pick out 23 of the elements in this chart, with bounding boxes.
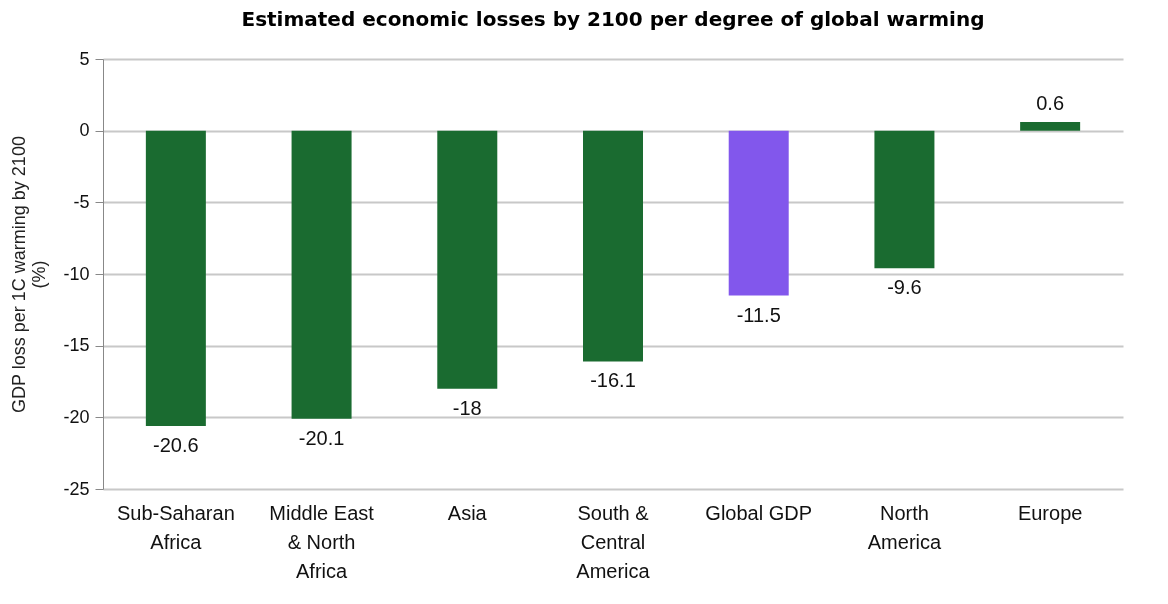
data-label: -16.1 bbox=[590, 369, 636, 392]
data-label: -20.6 bbox=[153, 433, 199, 456]
data-label: -20.1 bbox=[298, 426, 345, 449]
y-tick-label: 0 bbox=[79, 120, 90, 141]
data-label: 0.6 bbox=[1036, 92, 1065, 115]
y-tick-label: -25 bbox=[63, 478, 90, 499]
y-tick-label: -20 bbox=[63, 406, 90, 427]
data-label: -9.6 bbox=[887, 276, 922, 299]
y-tick-label: 5 bbox=[79, 48, 90, 69]
x-tick-label: Global GDP bbox=[705, 501, 813, 524]
y-axis-title: GDP loss per 1C warming by 2100 (%) bbox=[9, 136, 50, 413]
data-label: -11.5 bbox=[736, 303, 781, 326]
x-tick-label: Middle East & North Africa bbox=[269, 501, 375, 582]
y-tick-label: -10 bbox=[63, 263, 90, 284]
x-tick-label: South & Central America bbox=[576, 501, 651, 582]
y-tick-label: -5 bbox=[73, 191, 90, 212]
chart-title: Estimated economic losses by 2100 per degree of global warming bbox=[241, 7, 985, 31]
x-tick-label: North America bbox=[867, 501, 942, 553]
data-label: -18 bbox=[452, 396, 482, 419]
y-tick-label: -15 bbox=[63, 335, 90, 356]
x-tick-label: Sub-Saharan Africa bbox=[116, 501, 235, 553]
x-tick-label: Europe bbox=[1017, 501, 1083, 524]
x-tick-label: Asia bbox=[447, 501, 488, 524]
